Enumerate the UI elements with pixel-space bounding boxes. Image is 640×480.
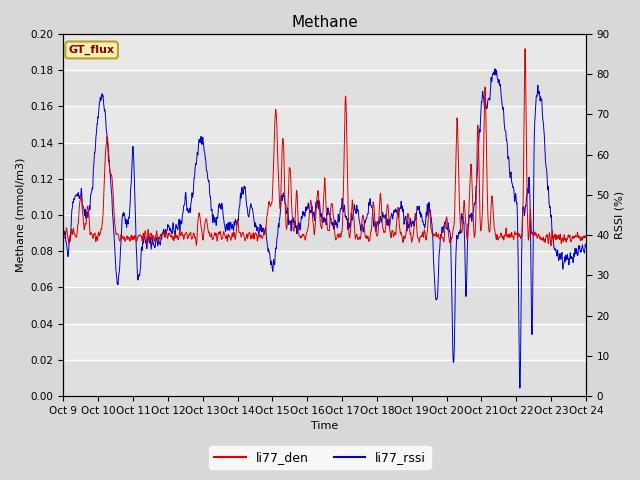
Bar bbox=[63, 179, 586, 215]
Bar bbox=[63, 288, 586, 324]
Bar bbox=[63, 360, 586, 396]
Text: GT_flux: GT_flux bbox=[68, 45, 115, 55]
Bar bbox=[63, 70, 586, 107]
Bar bbox=[63, 107, 586, 143]
Bar bbox=[63, 34, 586, 70]
Title: Methane: Methane bbox=[291, 15, 358, 30]
X-axis label: Time: Time bbox=[311, 421, 339, 432]
Bar bbox=[63, 215, 586, 251]
Bar bbox=[63, 251, 586, 288]
Bar bbox=[63, 143, 586, 179]
Bar bbox=[63, 324, 586, 360]
Y-axis label: RSSI (%): RSSI (%) bbox=[615, 191, 625, 239]
Y-axis label: Methane (mmol/m3): Methane (mmol/m3) bbox=[15, 158, 25, 272]
Legend: li77_den, li77_rssi: li77_den, li77_rssi bbox=[209, 446, 431, 469]
